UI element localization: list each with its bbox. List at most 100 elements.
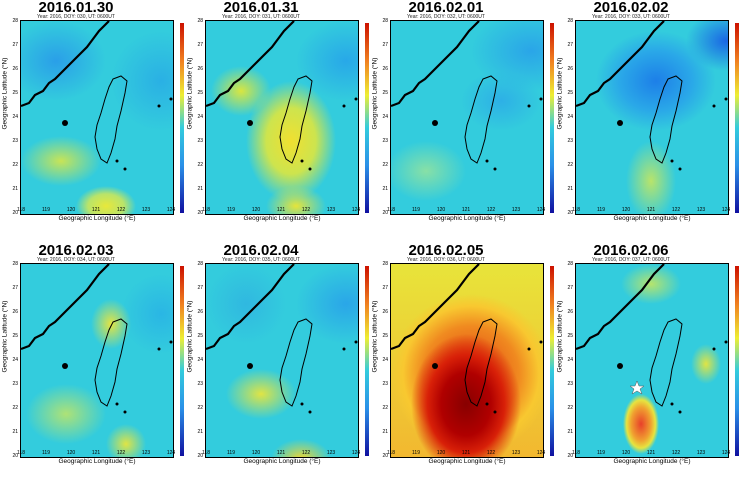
- x-tick-label: 121: [276, 450, 286, 456]
- coastline-overlay: [576, 21, 728, 171]
- y-tick-label: 22: [382, 405, 388, 411]
- y-tick-label: 22: [197, 162, 203, 168]
- panel-subtitle: Year: 2016, DOY: 031, UT: 0600UT: [222, 14, 300, 20]
- mainland-coastline: [391, 21, 480, 108]
- colorbar: [735, 23, 739, 213]
- x-tick-label: 123: [326, 450, 336, 456]
- y-tick-label: 20: [382, 453, 388, 459]
- island: [617, 120, 623, 126]
- y-tick-label: 25: [567, 333, 573, 339]
- panel-subtitle: Year: 2016, DOY: 035, UT: 0600UT: [222, 257, 300, 263]
- y-tick-label: 24: [382, 114, 388, 120]
- x-tick-label: 123: [141, 450, 151, 456]
- island: [123, 167, 127, 171]
- y-tick-label: 21: [382, 186, 388, 192]
- y-tick-label: 27: [12, 285, 18, 291]
- x-axis-label: Geographic Longitude (°E): [613, 458, 691, 465]
- y-tick-label: 27: [567, 285, 573, 291]
- island: [354, 340, 358, 344]
- island: [62, 363, 68, 369]
- heatmap-field: [205, 20, 359, 215]
- island: [670, 402, 674, 406]
- y-tick-label: 21: [12, 186, 18, 192]
- map-panel-6: 2016.02.04 Year: 2016, DOY: 035, UT: 0600…: [185, 242, 370, 486]
- taiwan-outline: [649, 75, 683, 164]
- x-tick-label: 119: [597, 207, 605, 213]
- x-tick-label: 118: [387, 207, 395, 213]
- x-tick-label: 123: [696, 450, 706, 456]
- x-tick-label: 124: [351, 450, 361, 456]
- x-tick-label: 120: [251, 207, 261, 213]
- x-tick-label: 119: [42, 450, 50, 456]
- y-tick-label: 24: [197, 114, 203, 120]
- y-tick-label: 24: [567, 114, 573, 120]
- x-tick-label: 124: [536, 207, 546, 213]
- x-tick-label: 120: [66, 207, 76, 213]
- panel-title: 2016.02.06: [593, 242, 669, 259]
- x-tick-label: 118: [202, 450, 210, 456]
- taiwan-outline: [464, 318, 498, 407]
- island: [527, 347, 531, 351]
- mainland-coastline: [21, 264, 110, 351]
- x-tick-label: 124: [166, 207, 176, 213]
- x-tick-label: 119: [412, 450, 420, 456]
- y-tick-label: 28: [197, 261, 203, 267]
- y-tick-label: 21: [197, 429, 203, 435]
- y-tick-label: 26: [382, 66, 388, 72]
- y-tick-label: 25: [197, 90, 203, 96]
- y-tick-label: 24: [197, 357, 203, 363]
- island: [712, 347, 716, 351]
- island: [247, 120, 253, 126]
- x-tick-label: 124: [536, 450, 546, 456]
- island: [157, 347, 161, 351]
- x-tick-label: 123: [141, 207, 151, 213]
- island: [123, 410, 127, 414]
- map-panel-2: 2016.01.31 Year: 2016, DOY: 031, UT: 0600…: [185, 0, 370, 243]
- x-tick-label: 124: [721, 450, 731, 456]
- x-tick-label: 118: [572, 207, 580, 213]
- panel-subtitle: Year: 2016, DOY: 032, UT: 0600UT: [407, 14, 485, 20]
- y-tick-label: 20: [567, 210, 573, 216]
- colorbar: [550, 23, 554, 213]
- island: [308, 410, 312, 414]
- y-tick-label: 28: [567, 261, 573, 267]
- colorbar: [180, 23, 184, 213]
- y-tick-label: 27: [12, 42, 18, 48]
- x-tick-label: 121: [461, 450, 471, 456]
- x-tick-label: 119: [597, 450, 605, 456]
- y-tick-label: 28: [197, 18, 203, 24]
- x-tick-label: 118: [387, 450, 395, 456]
- heatmap-field: [205, 263, 359, 458]
- island: [493, 410, 497, 414]
- island: [157, 104, 161, 108]
- island: [432, 120, 438, 126]
- heatmap-field: [20, 263, 174, 458]
- mainland-coastline: [21, 21, 110, 108]
- map-panel-3: 2016.02.01 Year: 2016, DOY: 032, UT: 0600…: [370, 0, 555, 243]
- heatmap-field: [20, 20, 174, 215]
- y-tick-label: 21: [382, 429, 388, 435]
- colorbar: [365, 23, 369, 213]
- x-tick-label: 119: [42, 207, 50, 213]
- y-tick-label: 23: [567, 381, 573, 387]
- island: [724, 97, 728, 101]
- y-tick-label: 28: [382, 261, 388, 267]
- panel-subtitle: Year: 2016, DOY: 030, UT: 0600UT: [37, 14, 115, 20]
- y-tick-label: 22: [197, 405, 203, 411]
- x-tick-label: 124: [166, 450, 176, 456]
- y-tick-label: 28: [12, 18, 18, 24]
- mainland-coastline: [391, 264, 480, 351]
- x-tick-label: 122: [301, 450, 311, 456]
- y-tick-label: 21: [197, 186, 203, 192]
- map-panel-8: 2016.02.06 Year: 2016, DOY: 037, UT: 0600…: [555, 242, 740, 486]
- y-tick-label: 28: [567, 18, 573, 24]
- island: [300, 402, 304, 406]
- x-tick-label: 118: [572, 450, 580, 456]
- panel-title: 2016.02.04: [223, 242, 299, 259]
- island: [724, 340, 728, 344]
- island: [678, 167, 682, 171]
- y-tick-label: 26: [567, 66, 573, 72]
- island: [617, 363, 623, 369]
- x-tick-label: 121: [461, 207, 471, 213]
- x-tick-label: 122: [301, 207, 311, 213]
